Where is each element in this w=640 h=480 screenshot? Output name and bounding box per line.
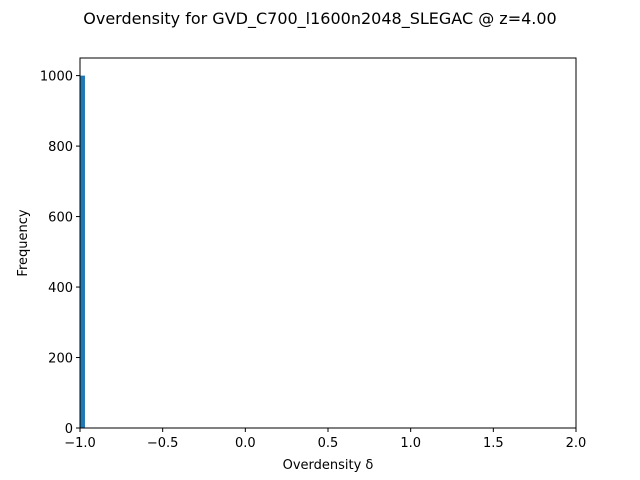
y-axis-label: Frequency xyxy=(16,209,31,276)
x-axis-ticks: −1.0 −0.5 0.0 0.5 1.0 1.5 2.0 xyxy=(64,428,586,451)
x-tick-label-2: 0.0 xyxy=(235,436,256,451)
x-tick-label-6: 2.0 xyxy=(566,436,587,451)
y-tick-label-5: 1000 xyxy=(40,70,73,85)
y-tick-label-1: 200 xyxy=(48,352,73,367)
y-axis-ticks: 0 200 400 600 800 1000 xyxy=(40,70,80,437)
x-tick-label-0: −1.0 xyxy=(64,436,96,451)
chart-title: Overdensity for GVD_C700_l1600n2048_SLEG… xyxy=(83,9,556,29)
x-tick-label-3: 0.5 xyxy=(318,436,339,451)
plot-frame xyxy=(79,57,577,429)
y-tick-label-0: 0 xyxy=(65,422,73,437)
x-axis-label: Overdensity δ xyxy=(283,458,374,473)
y-tick-label-4: 800 xyxy=(48,140,73,155)
bars-layer xyxy=(80,75,85,428)
y-tick-label-2: 400 xyxy=(48,281,73,296)
x-tick-label-4: 1.0 xyxy=(400,436,421,451)
x-tick-label-1: −0.5 xyxy=(147,436,179,451)
y-tick-label-3: 600 xyxy=(48,211,73,226)
x-tick-label-5: 1.5 xyxy=(483,436,504,451)
histogram-bar-0 xyxy=(80,75,85,428)
